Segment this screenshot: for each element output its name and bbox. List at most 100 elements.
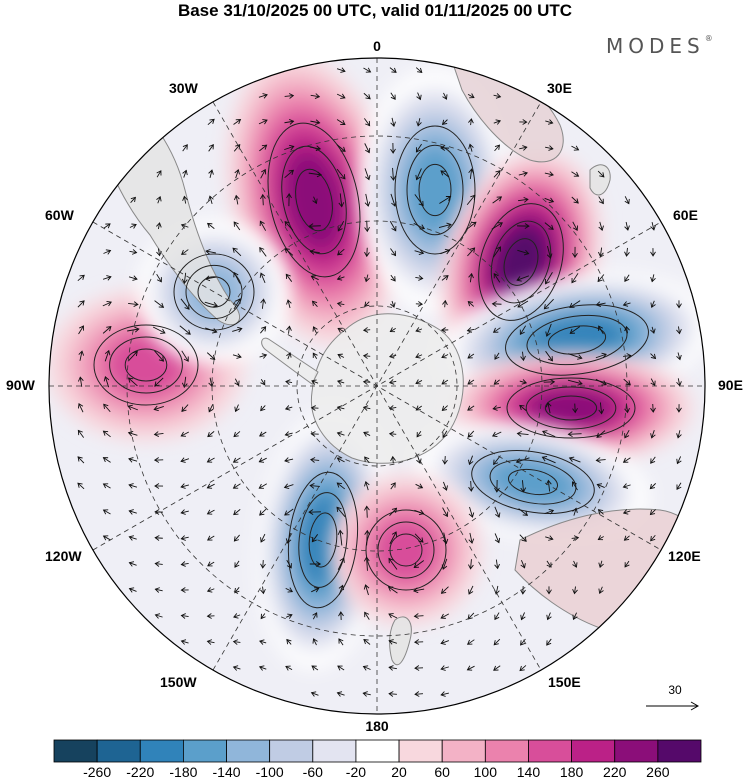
wind-arrowhead xyxy=(206,639,213,645)
wind-arrowhead xyxy=(207,431,213,438)
colorbar-tick-label: 180 xyxy=(559,764,584,780)
wind-arrow xyxy=(569,326,581,334)
wind-arrow xyxy=(233,119,241,125)
wind-arrowhead xyxy=(312,326,318,332)
wind-arrowhead xyxy=(79,300,85,306)
wind-arrowhead xyxy=(413,613,419,619)
wind-arrow xyxy=(157,222,161,230)
contour-tasman-high xyxy=(389,533,423,567)
wind-arrowhead xyxy=(441,119,448,125)
wind-arrow xyxy=(596,459,606,461)
wind-arrowhead xyxy=(519,404,525,410)
wind-arrow xyxy=(389,531,397,545)
wind-arrowhead xyxy=(443,275,449,281)
wind-arrowhead xyxy=(127,404,133,411)
wind-arrow xyxy=(129,588,137,592)
wind-arrow xyxy=(183,272,187,284)
wind-arrowhead xyxy=(336,301,343,307)
wind-arrow xyxy=(233,298,241,310)
colorbar-bin xyxy=(269,739,314,763)
wind-arrow xyxy=(128,351,138,361)
wind-arrowhead xyxy=(77,429,83,436)
wind-arrowhead xyxy=(522,145,528,151)
map-disk xyxy=(49,58,705,714)
wind-arrowhead xyxy=(260,563,266,569)
colorbar-tick-label: 220 xyxy=(603,764,627,780)
wind-arrow xyxy=(415,67,423,73)
colorbar-tick-label: -220 xyxy=(126,764,155,780)
wind-arrow xyxy=(545,536,553,540)
wind-arrowhead xyxy=(676,328,682,335)
wind-arrowhead xyxy=(545,479,552,485)
wind-arrowhead xyxy=(312,638,318,644)
wind-arrow xyxy=(389,67,397,73)
wind-arrow xyxy=(102,276,112,280)
wind-arrowhead xyxy=(413,587,419,594)
wind-arrow xyxy=(544,172,554,176)
wind-arrowhead xyxy=(599,172,605,178)
wind-arrow xyxy=(129,536,137,540)
wind-arrowhead xyxy=(597,276,603,283)
wind-arrowhead xyxy=(365,147,371,154)
lon-label-90w: 90W xyxy=(6,377,35,393)
wind-arrow xyxy=(103,483,111,489)
madagascar-landmass xyxy=(589,164,611,196)
wind-arrowhead xyxy=(440,691,446,697)
wind-arrowhead xyxy=(78,350,85,356)
wind-arrow xyxy=(260,272,266,284)
wind-arrow xyxy=(337,457,345,463)
wind-arrowhead xyxy=(206,483,213,489)
wind-arrow xyxy=(597,274,605,282)
wind-arrow xyxy=(651,326,655,334)
wind-arrowhead xyxy=(106,301,112,307)
wind-arrow xyxy=(392,456,394,464)
wind-arrow xyxy=(287,352,291,360)
wind-arrowhead xyxy=(153,457,160,463)
wind-arrow xyxy=(517,300,529,308)
lon-label-60w: 60W xyxy=(45,207,74,223)
wind-arrow xyxy=(233,641,241,643)
wind-arrowhead xyxy=(77,376,84,382)
wind-arrowhead xyxy=(545,279,550,285)
wind-arrowhead xyxy=(522,510,529,516)
wind-arrowhead xyxy=(128,561,135,567)
wind-arrowhead xyxy=(494,354,500,360)
wind-arrowhead xyxy=(650,458,656,464)
wind-arrowhead xyxy=(622,457,629,463)
antarctica-landmass xyxy=(310,313,464,464)
wind-arrowhead xyxy=(442,432,448,438)
wind-arrowhead xyxy=(467,353,473,359)
wind-arrow xyxy=(337,220,345,232)
wind-arrowhead xyxy=(548,171,554,177)
wind-arrowhead xyxy=(336,275,343,281)
wind-arrow xyxy=(363,639,371,645)
wind-arrowhead xyxy=(520,614,526,621)
wind-arrowhead xyxy=(261,326,267,332)
wind-arrowhead xyxy=(496,246,502,252)
wind-arrowhead xyxy=(390,455,396,462)
wind-arrow xyxy=(337,665,345,671)
wind-arrowhead xyxy=(315,145,322,152)
wind-arrowhead xyxy=(390,94,396,101)
wind-arrow xyxy=(469,144,473,152)
wind-arrow xyxy=(181,640,189,644)
wind-arrow xyxy=(363,381,371,383)
wind-arrow xyxy=(388,586,398,594)
wind-arrow xyxy=(365,481,369,491)
wind-arrow xyxy=(207,457,215,463)
wind-arrowhead xyxy=(444,248,451,255)
wind-arrowhead xyxy=(154,561,160,567)
wind-arrow xyxy=(128,484,138,488)
wind-arrow xyxy=(623,355,631,357)
wind-arrowhead xyxy=(414,639,420,645)
wind-arrowhead xyxy=(258,457,265,463)
wind-arrow xyxy=(678,326,680,334)
colorbar-bin xyxy=(312,739,357,763)
wind-arrow xyxy=(156,273,162,283)
wind-arrowhead xyxy=(337,353,343,359)
wind-arrow xyxy=(470,559,472,569)
wind-arrowhead xyxy=(134,326,140,333)
wind-arrow xyxy=(103,535,111,541)
wind-arrow xyxy=(311,665,319,671)
wind-arrowhead xyxy=(388,665,394,671)
